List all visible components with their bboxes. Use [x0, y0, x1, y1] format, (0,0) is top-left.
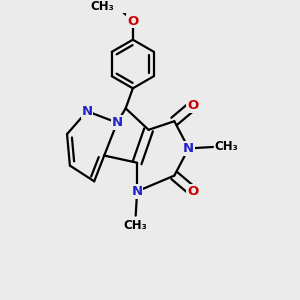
- Text: CH₃: CH₃: [124, 218, 148, 232]
- Text: O: O: [127, 15, 139, 28]
- Text: CH₃: CH₃: [214, 140, 238, 154]
- Text: N: N: [82, 105, 93, 118]
- Text: CH₃: CH₃: [91, 0, 114, 13]
- Text: O: O: [187, 99, 199, 112]
- Text: N: N: [112, 116, 123, 129]
- Text: N: N: [132, 185, 143, 198]
- Text: N: N: [183, 142, 194, 155]
- Text: O: O: [187, 185, 199, 198]
